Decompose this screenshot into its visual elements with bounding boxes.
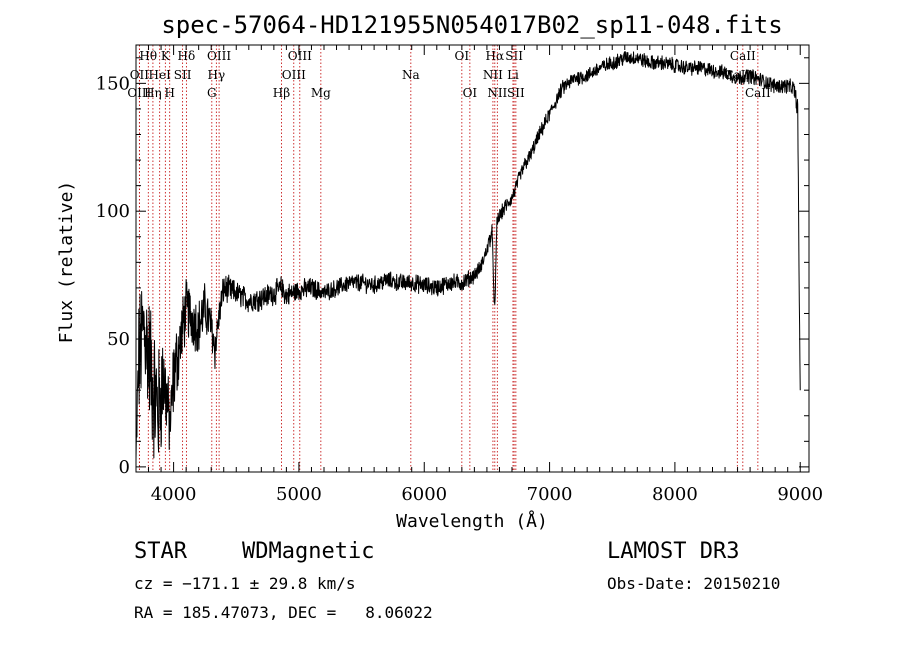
line-marker-label: Hα	[486, 49, 505, 63]
y-tick-label: 150	[96, 73, 130, 94]
spectrum-series	[135, 51, 801, 460]
line-marker-label: OIII	[288, 49, 312, 63]
line-marker-label: CaII	[745, 86, 771, 100]
line-marker-label: OI	[463, 86, 478, 100]
line-marker-label: OIII	[207, 49, 231, 63]
line-marker-label: Mg	[311, 86, 331, 100]
plot-frame	[135, 44, 810, 473]
obs-date: Obs-Date: 20150210	[607, 574, 781, 593]
line-marker-label: Hθ	[139, 49, 157, 63]
chart-title: spec-57064-HD121955N054017B02_sp11-048.f…	[161, 11, 782, 39]
y-axis-label: Flux (relative)	[56, 181, 77, 344]
line-marker-label: SII	[505, 49, 523, 63]
line-marker-label: OIII	[282, 68, 306, 82]
line-marker-label: SII	[507, 86, 525, 100]
line-marker-label: Hη	[144, 86, 162, 100]
y-tick-label: 0	[119, 457, 130, 478]
object-class: STAR	[134, 539, 187, 564]
x-tick-label: 5000	[276, 484, 322, 505]
x-tick-label: 6000	[401, 484, 447, 505]
spectrum-line	[135, 51, 801, 460]
line-marker-label: H	[164, 86, 174, 100]
y-tick-label: 100	[96, 201, 130, 222]
line-marker-label: G	[207, 86, 217, 100]
line-marker-label: SII	[174, 68, 192, 82]
x-tick-label: 4000	[151, 484, 197, 505]
line-marker-label: HeI	[149, 68, 172, 82]
line-marker-label: Hδ	[178, 49, 196, 63]
object-subclass: WDMagnetic	[242, 539, 375, 564]
line-marker-label: NII	[487, 86, 507, 100]
coordinates: RA = 185.47073, DEC = 8.06022	[134, 603, 433, 622]
line-marker-label: CaII	[730, 49, 756, 63]
line-marker-label: K	[161, 49, 171, 63]
x-tick-label: 8000	[652, 484, 698, 505]
line-marker-label: OII	[130, 68, 150, 82]
x-axis: 4000 5000 6000 7000 8000 9000	[135, 45, 823, 505]
y-tick-label: 50	[107, 329, 130, 350]
x-tick-label: 7000	[527, 484, 573, 505]
line-marker-label: OI	[455, 49, 470, 63]
line-marker-label: Hγ	[208, 68, 226, 82]
survey-name: LAMOST DR3	[607, 539, 740, 564]
x-axis-label: Wavelength (Å)	[396, 510, 548, 532]
line-marker-label: Na	[402, 68, 420, 82]
x-tick-label: 9000	[777, 484, 823, 505]
line-marker-label: Hβ	[273, 86, 290, 100]
line-marker-label: NII	[483, 68, 503, 82]
line-marker-label: OIII	[127, 86, 151, 100]
line-marker-label: Li	[507, 68, 519, 82]
y-axis: 0 50 100 150	[96, 57, 809, 478]
redshift-cz: cz = −171.1 ± 29.8 km/s	[134, 574, 356, 593]
